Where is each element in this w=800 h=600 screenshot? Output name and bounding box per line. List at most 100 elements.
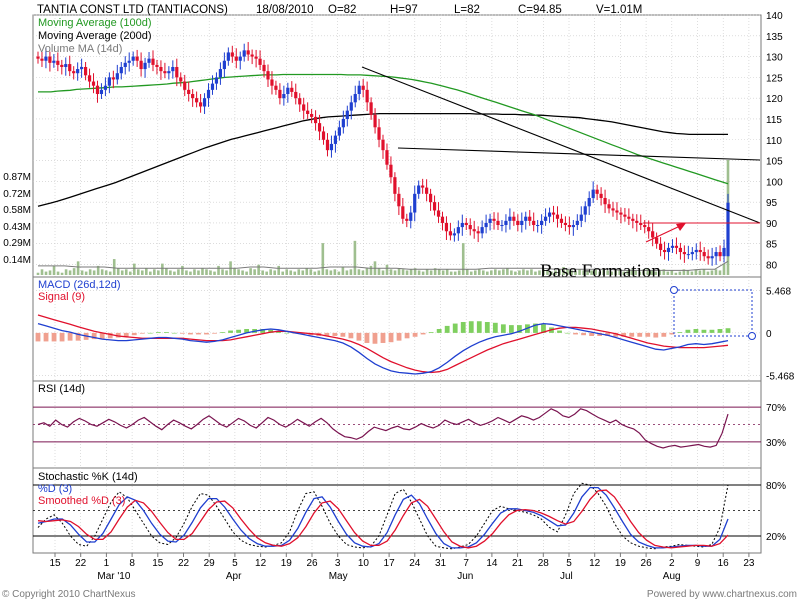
volume-bar	[486, 271, 489, 275]
candle-body	[480, 227, 484, 234]
price-tick-label: 90	[766, 219, 778, 230]
candle-body	[710, 256, 714, 259]
volume-bar	[273, 270, 276, 275]
volume-bar	[177, 269, 180, 275]
date-tick-label: 22	[75, 558, 87, 569]
volume-bar	[301, 270, 305, 275]
candle-body	[524, 216, 528, 221]
selection-handle-bottom[interactable]	[748, 332, 756, 340]
volume-bar	[417, 270, 421, 275]
macd-histogram-bar	[59, 332, 65, 342]
volume-bar	[662, 269, 666, 275]
macd-histogram-bar	[196, 332, 201, 335]
candle-body	[413, 193, 417, 213]
candle-body	[393, 177, 397, 194]
date-tick-label: 21	[512, 558, 524, 569]
volume-bar	[381, 270, 385, 275]
volume-bar	[84, 271, 88, 275]
candle-body	[36, 56, 40, 59]
volume-bar	[104, 270, 108, 275]
selection-handle-top[interactable]	[670, 286, 678, 294]
candle-body	[655, 237, 659, 244]
macd-histogram-bar	[725, 328, 731, 333]
macd-histogram-bar	[460, 322, 466, 333]
legend-macd: MACD (26d,12d)	[38, 279, 121, 291]
macd-histogram-bar	[236, 329, 241, 333]
macd-histogram-bar	[605, 332, 611, 336]
volume-bar	[534, 271, 537, 275]
volume-bar	[357, 269, 361, 275]
legend-ma200: Moving Average (200d)	[38, 30, 152, 42]
volume-ma-line	[38, 260, 729, 271]
month-label: May	[329, 571, 348, 582]
candle-body	[468, 225, 472, 230]
candle-body	[40, 58, 44, 61]
macd-line	[37, 322, 729, 375]
candle-body	[64, 64, 68, 67]
volume-bar	[333, 269, 337, 275]
candle-body	[226, 52, 230, 61]
volume-bar	[257, 264, 260, 275]
month-label: Jun	[457, 571, 473, 582]
candle-body	[230, 52, 234, 57]
candle-body	[250, 54, 254, 57]
candle-body	[496, 220, 500, 226]
volume-bar	[189, 271, 192, 275]
ma200-line	[37, 112, 728, 207]
volume-bar	[149, 271, 152, 275]
candle-body	[603, 197, 607, 205]
volume-bar	[405, 270, 409, 275]
candle-body	[543, 216, 548, 221]
candle-body	[417, 185, 421, 194]
volume-tick-label: 0.14M	[3, 255, 31, 266]
candle-body	[147, 58, 151, 63]
date-axis: 15 22 1 8 15 22 29 5 12 19 26 3 10 17 24 31 7 14 21 28 5 12 19…	[33, 552, 761, 582]
volume-bar	[626, 270, 630, 275]
volume-bar	[132, 263, 136, 275]
candle-body	[714, 252, 718, 257]
macd-histogram-bar	[709, 329, 715, 333]
macd-histogram-bar	[268, 329, 274, 333]
volume-bar	[377, 268, 381, 275]
candle-body	[623, 214, 627, 217]
price-tick-label: 105	[766, 157, 783, 168]
volume-bar	[566, 269, 569, 275]
volume-bar	[401, 269, 405, 275]
date-tick-label: 12	[255, 558, 267, 569]
volume-bar	[169, 270, 172, 275]
candle-body	[143, 62, 147, 70]
volume-bar	[253, 269, 256, 275]
volume-tick-label: 0.58M	[3, 205, 31, 216]
date-tick-label: 1	[104, 558, 110, 569]
volume-bar	[658, 270, 662, 275]
volume-bar	[686, 270, 690, 275]
candle-body	[99, 89, 104, 95]
volume-bar	[64, 269, 68, 275]
date-tick-label: 5	[566, 558, 572, 569]
volume-bar	[52, 265, 56, 275]
volume-bar	[245, 271, 248, 275]
candle-body	[95, 85, 100, 95]
volume-bar	[518, 270, 521, 275]
volume-bar	[457, 270, 461, 275]
macd-histogram-bar	[364, 332, 370, 343]
candle-body	[484, 222, 488, 228]
price-tick-label: 125	[766, 73, 783, 84]
date-tick-label: 10	[358, 558, 370, 569]
volume-bar	[193, 269, 196, 275]
macd-histogram-bar	[107, 332, 113, 339]
volume-bar	[494, 269, 497, 275]
macd-histogram-bar	[67, 332, 73, 341]
selection-box[interactable]	[673, 289, 753, 337]
macd-histogram-bar	[43, 332, 49, 342]
volume-bar	[562, 267, 565, 275]
volume-bar	[469, 271, 473, 275]
candle-body	[246, 50, 250, 55]
candle-body	[456, 227, 460, 234]
macd-histogram-bar	[428, 332, 434, 333]
candle-body	[60, 64, 64, 67]
stochastic-tick-label: 80%	[766, 481, 786, 492]
macd-histogram-bar	[581, 332, 586, 336]
candle-body	[198, 102, 203, 107]
volume-bar	[630, 269, 634, 275]
